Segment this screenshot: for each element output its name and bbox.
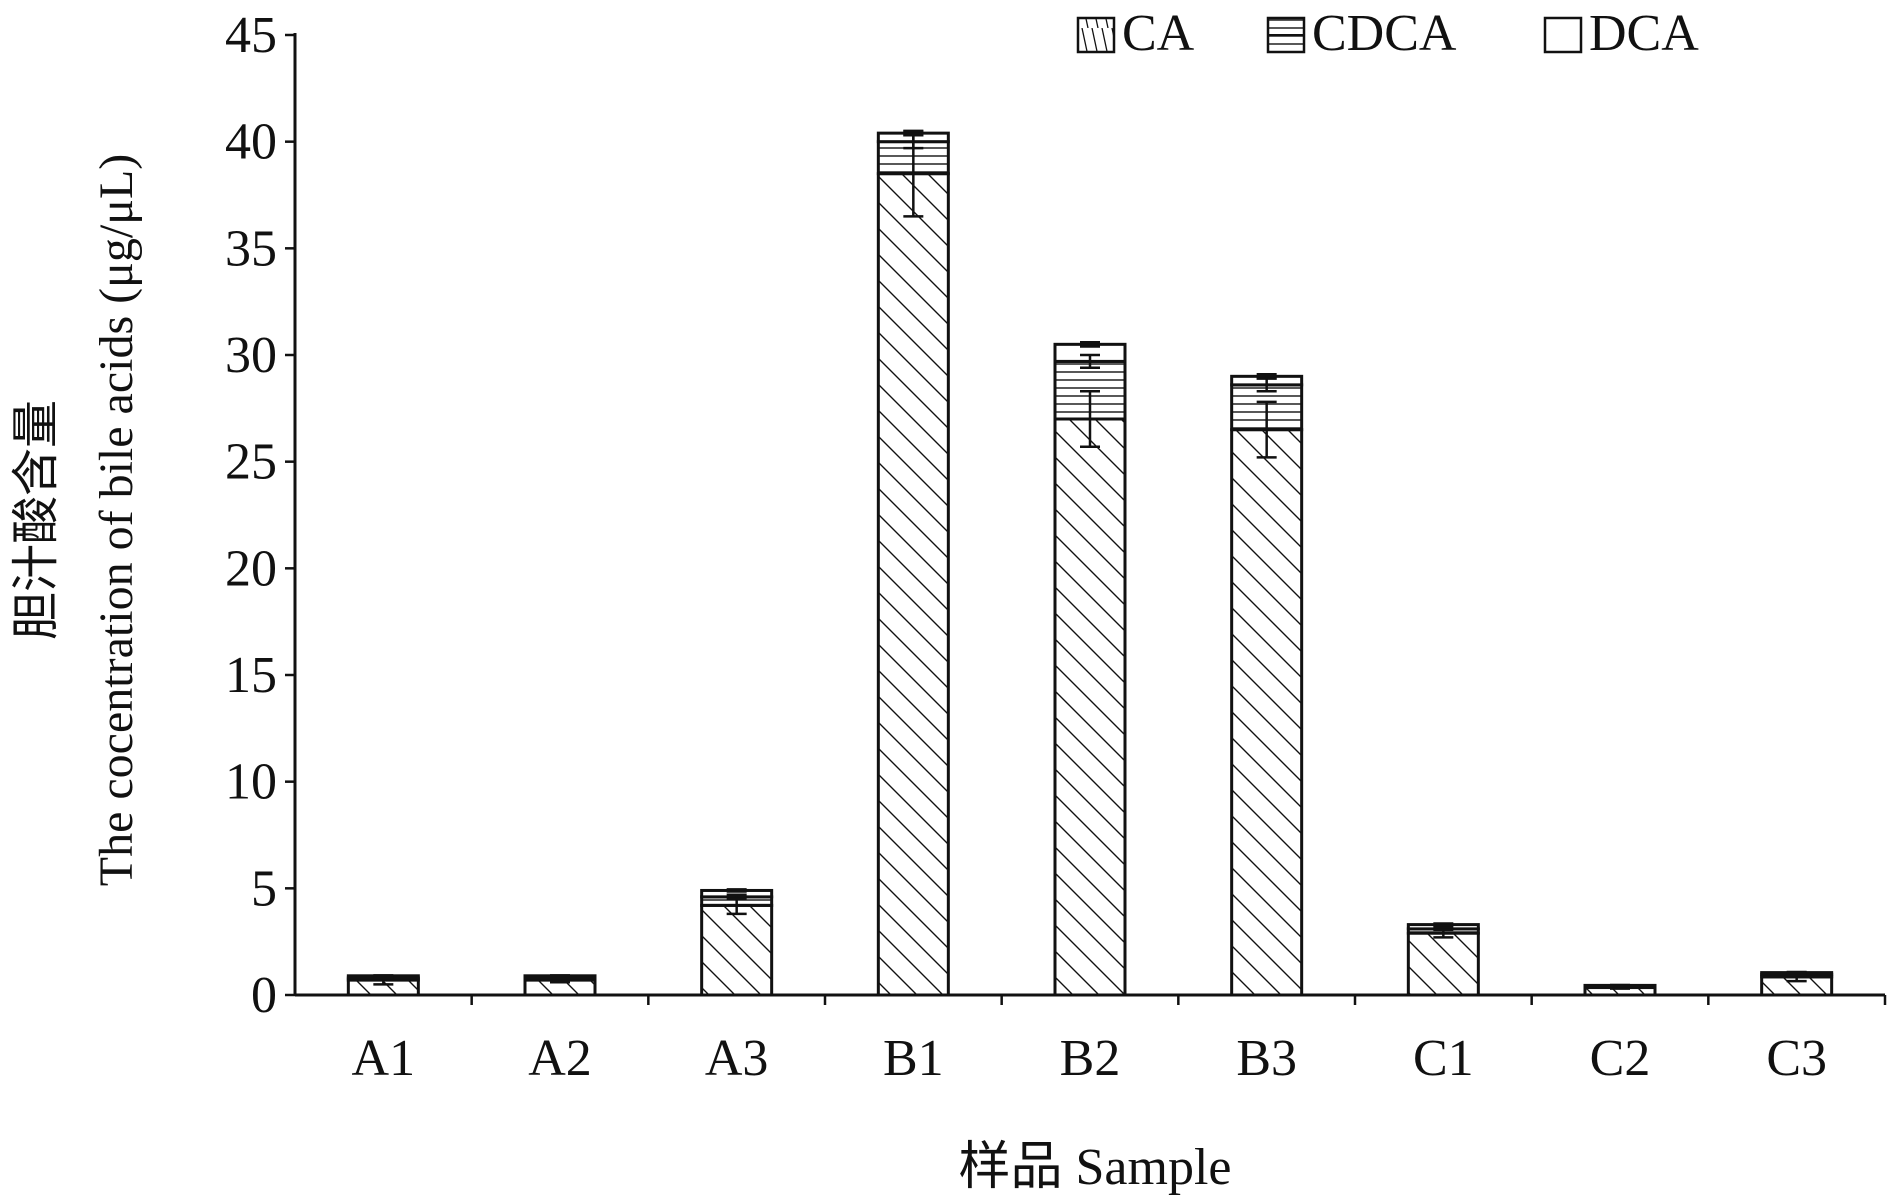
plot-area: 0 5 10 15 20 25 30 35 40 45 A1 A2 A3 B1 B2 B3 C1 C2 C3	[225, 7, 1887, 1087]
x-tick-label: A2	[528, 1030, 592, 1087]
x-tick-label: B3	[1236, 1030, 1297, 1087]
error-bar-ca-b2	[1080, 390, 1100, 448]
bar-ca-a3	[700, 903, 774, 997]
error-bar-cdca-a1	[373, 976, 394, 980]
y-tick-label: 10	[225, 754, 277, 811]
y-axis-title-chinese: 胆汁酸含量	[10, 400, 63, 640]
y-tick-label: 15	[225, 647, 277, 704]
legend-swatch	[1076, 16, 1116, 54]
y-tick-label: 40	[225, 114, 277, 171]
x-axis-title: 样品 Sample	[959, 1139, 1232, 1196]
error-bar-ca-b3	[1256, 400, 1277, 459]
x-tick-label: C3	[1766, 1030, 1827, 1087]
y-axis-title: 胆汁酸含量 The cocentration of bile acids (μg…	[10, 154, 143, 887]
x-tick-label: B2	[1060, 1030, 1121, 1087]
bar-ca-b3	[1230, 428, 1304, 997]
x-tick-label: B1	[883, 1030, 944, 1087]
legend-item-cdca: CDCA	[1266, 5, 1457, 62]
bar-ca-b1	[876, 172, 950, 997]
x-tick-label: C2	[1590, 1030, 1651, 1087]
y-tick-label: 20	[225, 540, 277, 597]
error-bar-dca-b2	[1080, 340, 1100, 348]
y-tick-label: 25	[225, 434, 277, 491]
y-tick-label: 30	[225, 327, 277, 384]
error-bar-cdca-a3	[726, 893, 747, 901]
x-tick-label: A3	[705, 1030, 769, 1087]
y-tick-label: 45	[225, 7, 277, 64]
y-tick-label: 0	[251, 967, 277, 1024]
error-bar-dca-a1	[373, 974, 394, 978]
x-tick-label: A1	[352, 1030, 416, 1087]
legend-swatch	[1543, 16, 1583, 54]
legend-label: CA	[1122, 5, 1195, 62]
legend-item-dca: DCA	[1543, 5, 1699, 62]
y-axis-title-english: The cocentration of bile acids (μg/μL)	[90, 154, 143, 887]
error-bar-cdca-c1	[1433, 926, 1454, 932]
error-bar-dca-c3	[1786, 970, 1807, 975]
bar-ca-b2	[1053, 417, 1127, 997]
bar-ca-c1	[1406, 931, 1480, 997]
error-bar-dca-b1	[903, 129, 924, 137]
error-bar-dca-a2	[550, 974, 570, 978]
legend-item-ca: CA	[1076, 5, 1195, 62]
error-bar-cdca-b2	[1080, 353, 1100, 370]
error-bar-dca-b3	[1256, 372, 1277, 380]
legend: CA CDCA DCA	[1076, 5, 1699, 62]
error-bar-dca-c1	[1433, 922, 1454, 927]
legend-label: DCA	[1589, 5, 1699, 62]
legend-label: CDCA	[1312, 5, 1457, 62]
error-bar-dca-a3	[726, 888, 747, 893]
error-bar-dca-c2	[1610, 983, 1630, 988]
y-tick-label: 35	[225, 220, 277, 277]
error-bar-cdca-a2	[550, 976, 570, 980]
y-tick-label: 5	[251, 860, 277, 917]
x-tick-label: C1	[1413, 1030, 1474, 1087]
